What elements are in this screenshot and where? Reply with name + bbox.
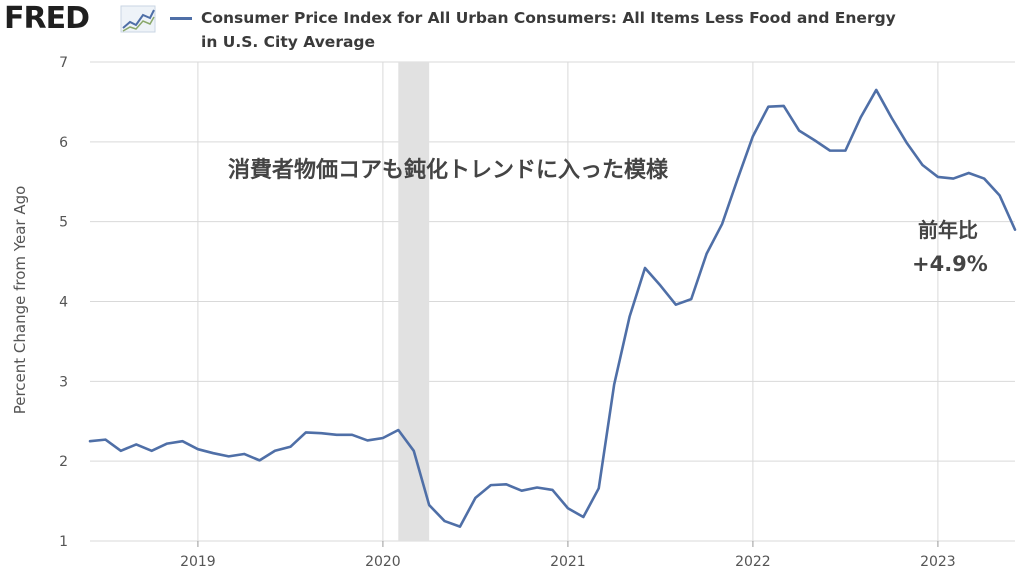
y-tick-label: 4 bbox=[59, 295, 68, 311]
fred-logo[interactable]: FRED bbox=[4, 1, 90, 36]
y-axis-ticks: 1 2 3 4 5 6 7 bbox=[59, 55, 68, 550]
y-tick-label: 2 bbox=[59, 454, 68, 470]
x-tick-label: 2019 bbox=[180, 554, 216, 570]
legend-label: Consumer Price Index for All Urban Consu… bbox=[201, 9, 896, 51]
chart-header: FRED Consumer Price Index for All Urban … bbox=[0, 0, 1024, 58]
recession-band bbox=[398, 62, 430, 541]
y-tick-label: 7 bbox=[59, 55, 68, 71]
yoy-annotation-value: +4.9% bbox=[912, 252, 988, 276]
legend-swatch bbox=[170, 17, 192, 20]
fred-chart-icon bbox=[120, 5, 156, 33]
y-tick-label: 5 bbox=[59, 215, 68, 231]
x-tick-label: 2020 bbox=[365, 554, 401, 570]
y-tick-label: 6 bbox=[59, 135, 68, 151]
yoy-annotation-label: 前年比 bbox=[918, 218, 978, 242]
x-tick-label: 2023 bbox=[920, 554, 956, 570]
x-axis-ticks: 2019 2020 2021 2022 2023 bbox=[180, 541, 956, 570]
series-line-0 bbox=[88, 88, 1017, 528]
recession-layer bbox=[398, 62, 430, 541]
headline-annotation: 消費者物価コアも鈍化トレンドに入った模様 bbox=[228, 158, 669, 183]
series-layer bbox=[88, 88, 1017, 528]
y-axis-label: Percent Change from Year Ago bbox=[11, 185, 29, 415]
y-tick-label: 3 bbox=[59, 374, 68, 390]
y-tick-label: 1 bbox=[59, 534, 68, 550]
x-tick-label: 2021 bbox=[550, 554, 586, 570]
x-tick-label: 2022 bbox=[735, 554, 771, 570]
grid-layer bbox=[90, 61, 1015, 542]
